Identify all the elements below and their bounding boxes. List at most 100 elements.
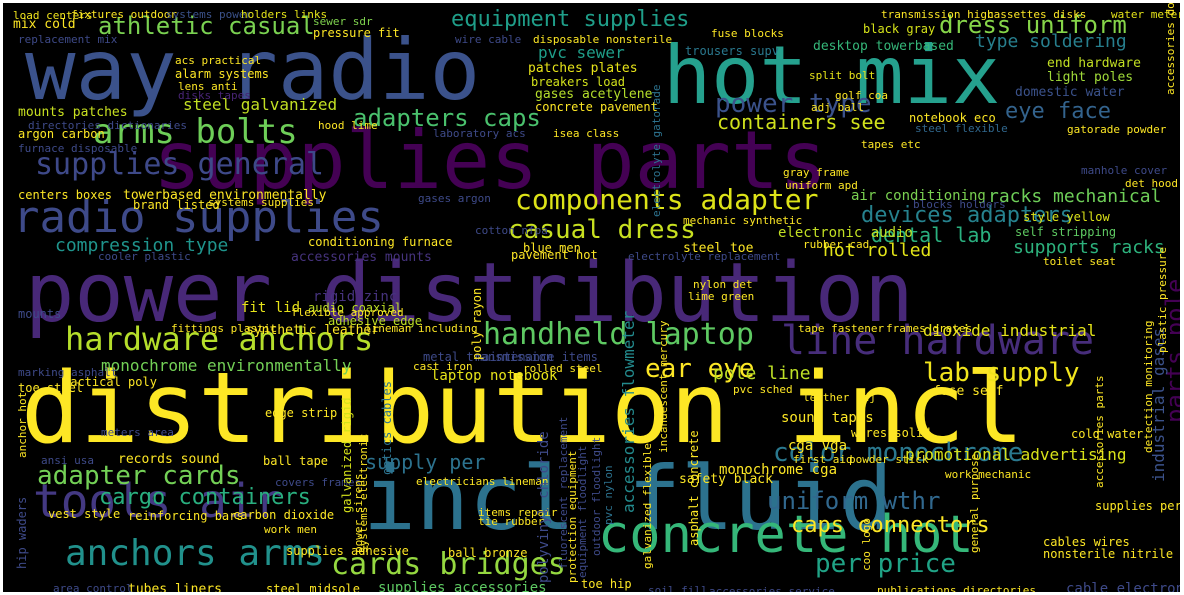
cloud-word: sound tapes bbox=[781, 410, 874, 426]
cloud-word: anchors arms bbox=[65, 533, 326, 574]
cloud-word: cables wires bbox=[1043, 535, 1130, 549]
cloud-word: racks mechanical bbox=[988, 186, 1162, 207]
cloud-word: adapter cards bbox=[37, 461, 241, 491]
cloud-word: vest style bbox=[48, 507, 121, 521]
cloud-word: electrolyte replacement bbox=[628, 250, 781, 263]
cloud-word: gray frame bbox=[783, 166, 850, 179]
cloud-word: toe steel bbox=[18, 381, 84, 395]
cloud-word: concrete pavement bbox=[535, 100, 658, 114]
cloud-word: lab supply bbox=[923, 358, 1080, 388]
cloud-word: load centers bbox=[13, 9, 93, 22]
cloud-word: steel flexible bbox=[915, 122, 1008, 135]
cloud-word: tapes etc bbox=[861, 138, 921, 151]
cloud-word: per price bbox=[815, 549, 956, 579]
cloud-word: adhesive edge bbox=[328, 314, 422, 328]
cloud-word: hood lime bbox=[318, 119, 378, 132]
cloud-word: compression type bbox=[55, 235, 229, 256]
cloud-word: blue men bbox=[523, 241, 581, 255]
cloud-word: optics cables bbox=[380, 381, 394, 475]
cloud-word: split bolt bbox=[809, 69, 876, 82]
cloud-word: notebook eco bbox=[909, 111, 996, 125]
cloud-word: outdoor floodlight bbox=[590, 436, 603, 556]
cloud-word: concrete hot bbox=[598, 505, 974, 565]
cloud-word: hardware anchors bbox=[65, 320, 374, 358]
cloud-word: ball tape bbox=[263, 454, 329, 468]
cloud-word: marking asphalt bbox=[18, 366, 118, 379]
cloud-word: soil fill bbox=[648, 584, 708, 592]
cloud-word: tape fastener bbox=[798, 322, 885, 335]
cloud-word: reinforcing bars bbox=[128, 509, 244, 523]
cloud-word: acs practical bbox=[175, 54, 262, 67]
cloud-word: lens anti bbox=[178, 80, 238, 93]
cloud-word: steel toe bbox=[683, 241, 754, 256]
cloud-word: audio coaxial bbox=[308, 301, 402, 315]
cloud-word: tactical poly bbox=[63, 375, 157, 389]
cloud-word: argon carbon bbox=[18, 127, 105, 141]
cloud-word: electricians lineman bbox=[416, 475, 549, 488]
cloud-word: cargo containers bbox=[99, 485, 311, 510]
cloud-word: style yellow bbox=[1023, 210, 1110, 224]
cloud-word: way radio bbox=[25, 21, 481, 119]
cloud-word: accessories service bbox=[709, 585, 835, 592]
cloud-word: systems power bbox=[166, 8, 253, 21]
cloud-word: eye face bbox=[1005, 99, 1111, 124]
cloud-word: nylon det bbox=[693, 278, 753, 291]
cloud-word: cassettes disks bbox=[987, 8, 1087, 21]
cloud-word: arms bolts bbox=[93, 112, 298, 152]
cloud-word: pressure fit bbox=[313, 26, 400, 40]
cloud-word: carbon dioxide bbox=[233, 508, 335, 522]
cloud-word: edge strip bbox=[265, 406, 338, 420]
cloud-word: work mechanic bbox=[945, 468, 1032, 481]
cloud-word: pole line bbox=[713, 363, 811, 384]
cloud-word: monochrome cga bbox=[719, 462, 838, 478]
cloud-word: coo logo bbox=[860, 518, 873, 571]
cloud-word: plastic pressure bbox=[1156, 247, 1169, 353]
cloud-word: patches plates bbox=[528, 61, 638, 76]
cloud-word: incl fluid bbox=[363, 447, 893, 550]
cloud-word: monochrome environmentally bbox=[101, 356, 352, 375]
cloud-word: mix cold bbox=[13, 17, 76, 32]
cloud-word: work men bbox=[264, 523, 317, 536]
cloud-word: supplies per bbox=[1095, 499, 1180, 513]
cloud-word: ansi usa bbox=[41, 454, 94, 467]
cloud-word: athletic casual bbox=[98, 12, 315, 40]
cloud-word: pvc nylon bbox=[602, 465, 615, 525]
cloud-word: radio supplies bbox=[13, 192, 384, 243]
cloud-word: cast iron bbox=[413, 360, 473, 373]
cloud-word: supplies general bbox=[35, 147, 324, 182]
cloud-word: asphalt concrete bbox=[687, 430, 701, 546]
cloud-word: towerbased environmentally bbox=[123, 188, 327, 203]
cloud-word: blocks holders bbox=[913, 198, 1006, 211]
cloud-word: dioxide industrial bbox=[923, 321, 1097, 340]
cloud-word: casual dress bbox=[508, 215, 696, 245]
cloud-word: fixtures outdoor bbox=[71, 8, 177, 21]
cloud-word: wire cable bbox=[455, 33, 522, 46]
word-cloud: distribution incl power distribution suppl… bbox=[3, 3, 1180, 592]
cloud-word: electronic audio bbox=[778, 225, 913, 241]
cloud-word: cold water bbox=[1071, 427, 1144, 441]
cloud-word: disposable nonsterile bbox=[533, 33, 673, 46]
cloud-word: replacement mix bbox=[18, 33, 118, 46]
cloud-word: dress uniform bbox=[939, 11, 1127, 39]
cloud-word: uniform apd bbox=[785, 179, 858, 192]
cloud-word: mounts patches bbox=[18, 105, 128, 120]
cloud-word: isea class bbox=[553, 127, 620, 140]
cloud-word: sewer sdr bbox=[313, 15, 373, 28]
cloud-word: powder stick bbox=[849, 453, 929, 466]
cloud-word: disks tapes bbox=[178, 89, 251, 102]
cloud-word: rubber cad bbox=[803, 238, 870, 251]
cloud-word: self stripping bbox=[1015, 225, 1117, 239]
cloud-word: supplies accessories bbox=[378, 580, 547, 592]
cloud-word: trousers supv bbox=[685, 44, 779, 58]
cloud-word: centers boxes bbox=[18, 188, 112, 202]
cloud-word: protection equipment bbox=[566, 450, 579, 583]
cloud-word: area control bbox=[53, 582, 133, 592]
cloud-word: lineman including bbox=[365, 322, 478, 335]
cloud-word: publications directories bbox=[877, 584, 1036, 592]
cloud-word: power distribution bbox=[25, 246, 914, 341]
cloud-word: distribution incl bbox=[21, 352, 1025, 466]
cloud-word: caps connectors bbox=[791, 513, 990, 538]
cloud-word: gases argon bbox=[418, 192, 491, 205]
cloud-word: type soldering bbox=[975, 31, 1127, 52]
cloud-word: polyvinyl chloride bbox=[536, 431, 552, 583]
